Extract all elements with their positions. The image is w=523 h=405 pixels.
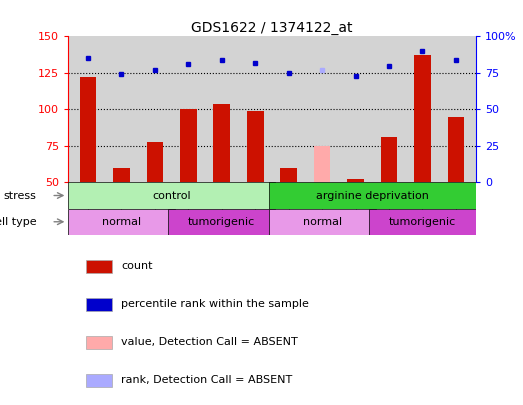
Bar xyxy=(86,336,112,349)
Bar xyxy=(86,260,112,273)
Bar xyxy=(86,373,112,387)
Bar xyxy=(68,209,175,235)
Bar xyxy=(168,209,275,235)
Bar xyxy=(68,182,275,209)
Text: percentile rank within the sample: percentile rank within the sample xyxy=(121,299,309,309)
Bar xyxy=(314,146,331,182)
Text: normal: normal xyxy=(302,217,342,227)
Bar xyxy=(269,209,376,235)
Bar xyxy=(414,55,431,182)
Text: count: count xyxy=(121,261,153,271)
Bar xyxy=(86,298,112,311)
Text: rank, Detection Call = ABSENT: rank, Detection Call = ABSENT xyxy=(121,375,292,385)
Bar xyxy=(79,77,96,182)
Bar xyxy=(247,111,264,182)
Text: value, Detection Call = ABSENT: value, Detection Call = ABSENT xyxy=(121,337,298,347)
Text: control: control xyxy=(152,190,191,200)
Bar xyxy=(269,182,476,209)
Bar xyxy=(146,141,163,182)
Text: normal: normal xyxy=(102,217,141,227)
Bar xyxy=(381,137,397,182)
Bar xyxy=(280,168,297,182)
Bar xyxy=(113,168,130,182)
Bar xyxy=(180,109,197,182)
Bar xyxy=(213,104,230,182)
Title: GDS1622 / 1374122_at: GDS1622 / 1374122_at xyxy=(191,21,353,35)
Text: arginine deprivation: arginine deprivation xyxy=(316,190,429,200)
Text: cell type: cell type xyxy=(0,217,36,227)
Bar xyxy=(448,117,464,182)
Bar xyxy=(369,209,476,235)
Bar xyxy=(347,179,364,182)
Text: tumorigenic: tumorigenic xyxy=(188,217,255,227)
Text: stress: stress xyxy=(3,190,36,200)
Text: tumorigenic: tumorigenic xyxy=(389,217,456,227)
